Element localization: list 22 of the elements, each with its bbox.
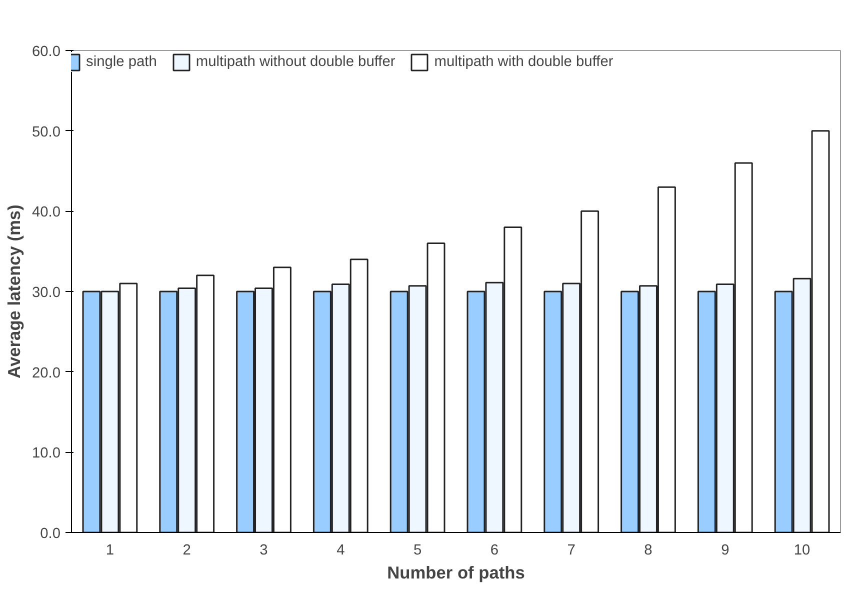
x-tick-label: 2 xyxy=(182,542,191,558)
y-tick-label: 10.0 xyxy=(32,446,61,462)
x-tick-label: 1 xyxy=(106,542,114,558)
x-tick-label: 8 xyxy=(644,542,652,558)
y-tick-label: 20.0 xyxy=(32,365,61,382)
legend-label: single path xyxy=(86,54,157,70)
x-tick-label: 5 xyxy=(413,542,422,558)
y-tick-label: 50.0 xyxy=(32,124,61,140)
x-tick-label: 3 xyxy=(260,542,268,558)
legend-label: multipath with double buffer xyxy=(434,54,614,70)
y-tick-label: 30.0 xyxy=(32,285,61,301)
y-tick-label: 60.0 xyxy=(32,44,61,60)
y-tick-label: 0.0 xyxy=(40,526,60,542)
y-tick-label: 40.0 xyxy=(32,204,61,221)
y-axis-title: Average latency (ms) xyxy=(4,204,24,378)
x-tick-label: 9 xyxy=(721,542,730,558)
x-tick-label: 7 xyxy=(567,542,576,558)
x-tick-label: 10 xyxy=(794,542,810,558)
legend-label: multipath without double buffer xyxy=(196,54,396,70)
x-tick-label: 4 xyxy=(336,542,345,558)
x-axis-title: Number of paths xyxy=(387,562,525,582)
x-tick-label: 6 xyxy=(490,542,499,558)
